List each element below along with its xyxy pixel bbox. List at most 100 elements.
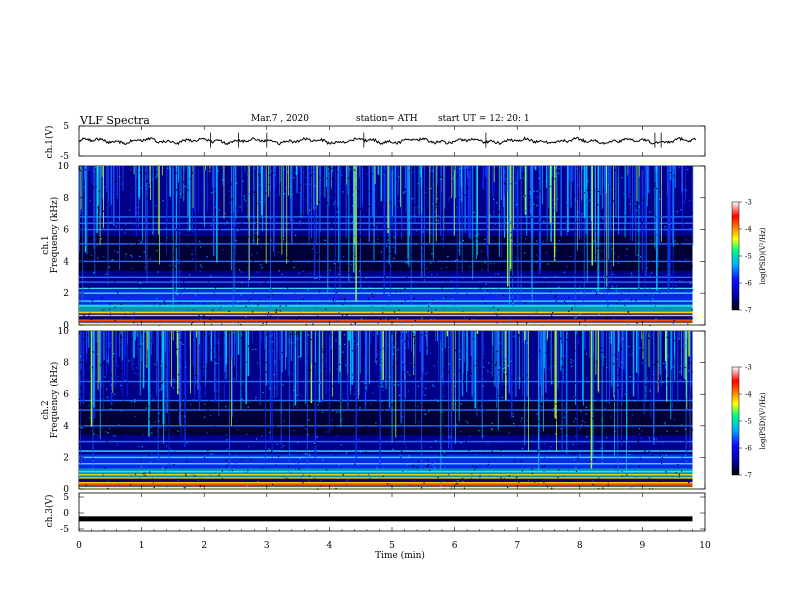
spectrogram-noise — [479, 476, 481, 478]
spectrogram-noise — [671, 476, 673, 478]
spectrogram-noise — [139, 171, 141, 173]
spectrogram-noise — [473, 211, 475, 214]
spectrogram-noise — [480, 351, 482, 353]
spectrogram-noise — [307, 433, 309, 436]
spectrogram-noise — [523, 374, 525, 376]
spectrogram-noise — [567, 361, 569, 363]
spectrogram-sferic — [667, 166, 668, 195]
spectrogram-sferic — [406, 331, 407, 334]
spectrogram-noise — [153, 334, 156, 336]
spectrogram-noise — [260, 246, 262, 248]
spectrogram-sferic — [476, 331, 479, 334]
spectrogram-sferic — [645, 331, 647, 402]
spectrogram-noise — [534, 204, 536, 207]
spectrogram-noise — [582, 300, 585, 302]
spectrogram-noise — [613, 318, 615, 320]
spectrogram-noise — [411, 324, 414, 326]
spectrogram-noise — [666, 336, 668, 338]
spectrogram-noise — [515, 254, 517, 256]
spectrogram-sferic — [359, 166, 361, 178]
spectrogram-noise — [290, 260, 293, 262]
spectrogram-noise — [415, 231, 417, 233]
spectrogram-noise — [514, 304, 516, 306]
spectrogram-noise — [261, 266, 263, 269]
spectrogram-noise — [313, 480, 315, 482]
spectrogram-noise — [612, 353, 614, 356]
spectrogram-sferic — [207, 166, 208, 211]
spectrogram-noise — [388, 483, 390, 485]
spectrogram-noise — [329, 183, 331, 185]
spectrogram-noise — [148, 186, 150, 188]
spectrogram-noise — [521, 290, 523, 292]
spectrogram-noise — [133, 315, 135, 317]
spectrogram-noise — [499, 275, 501, 277]
spectrogram-noise — [679, 334, 681, 337]
spectrogram-noise — [516, 203, 519, 205]
spectrogram-noise — [329, 193, 331, 195]
spectrogram-noise — [135, 379, 137, 381]
spectrogram-sferic — [461, 331, 463, 397]
spectrogram-noise — [109, 314, 111, 316]
spectrogram-noise — [324, 210, 326, 212]
spectrogram-noise — [680, 179, 682, 181]
spectrogram-noise — [327, 175, 330, 178]
spectrogram-sferic — [203, 331, 205, 377]
spectrogram-noise — [332, 410, 334, 412]
spectrogram-noise — [230, 183, 233, 185]
spectrogram-sferic — [357, 331, 359, 399]
spectrogram-noise — [420, 487, 423, 489]
spectrogram-noise — [469, 405, 471, 407]
spectrogram-noise — [346, 314, 348, 316]
spectrogram-lf-region — [79, 468, 693, 478]
spectrogram-noise — [83, 233, 86, 235]
spectrogram-noise — [626, 248, 628, 250]
spectrogram-sferic — [162, 331, 163, 364]
x-tick-label: 7 — [514, 541, 520, 551]
spectrogram-noise — [357, 190, 359, 192]
spectrogram-noise — [662, 228, 664, 230]
spectrogram-noise — [336, 171, 338, 173]
spectrogram-sferic — [232, 166, 234, 308]
spectrogram-noise — [180, 292, 182, 294]
spectrogram-noise — [433, 332, 435, 334]
spectrogram-noise — [198, 315, 200, 317]
spectrogram-noise — [508, 475, 511, 477]
spectrogram-sferic — [628, 166, 630, 198]
spectrogram-noise — [685, 190, 687, 192]
spectrogram-noise — [271, 350, 274, 353]
spectrogram-sferic — [466, 331, 468, 339]
spectrogram-noise — [430, 331, 432, 333]
spectrogram-sferic — [453, 166, 455, 236]
spectrogram-noise — [500, 166, 502, 168]
spectrogram-sferic — [106, 331, 107, 376]
spectrogram-noise — [688, 362, 690, 364]
spectrogram-band — [79, 311, 693, 313]
spectrogram-noise — [617, 262, 620, 264]
spectrogram-noise — [434, 466, 436, 469]
spectrogram-noise — [173, 378, 175, 381]
spectrogram-noise — [405, 261, 407, 264]
spectrogram-noise — [177, 480, 179, 482]
spectrogram-noise — [296, 338, 298, 340]
spectrogram-noise — [568, 440, 570, 443]
spectrogram-noise — [610, 188, 612, 190]
spectrogram-sferic — [440, 331, 442, 470]
spectrogram-noise — [488, 387, 490, 389]
spectrogram-noise — [125, 223, 127, 225]
spectrogram-noise — [465, 478, 467, 480]
ch3-waveform-frame — [78, 492, 706, 532]
spectrogram-sferic — [575, 331, 576, 405]
spectrogram-noise — [305, 183, 307, 185]
spectrogram-noise — [518, 331, 521, 333]
spectrogram-noise — [211, 323, 213, 326]
spectrogram-noise — [212, 468, 214, 470]
spectrogram-noise — [564, 332, 567, 334]
spectrogram-noise — [525, 237, 527, 240]
spectrogram-noise — [499, 296, 501, 299]
spectrogram-noise — [623, 193, 625, 195]
spectrogram-noise — [574, 409, 576, 412]
spectrogram-noise — [384, 276, 386, 278]
spectrogram-noise — [259, 299, 261, 301]
spectrogram-noise — [551, 207, 553, 209]
spectrogram-noise — [345, 483, 347, 485]
